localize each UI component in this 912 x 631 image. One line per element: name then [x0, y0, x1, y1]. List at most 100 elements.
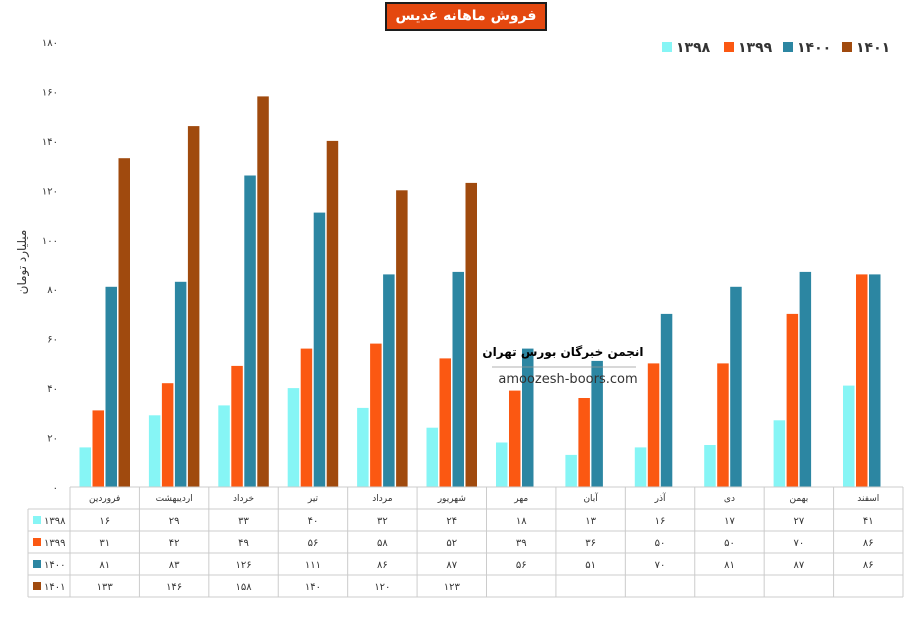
- bar: [717, 363, 729, 487]
- data-table: فروردین اردیبهشت خرداد تیر مرداد شهریور مهر آبا…: [27, 486, 904, 598]
- data-label: ۵۲: [446, 538, 457, 549]
- y-axis-label: میلیارد تومان: [15, 230, 30, 295]
- bar: [799, 271, 812, 487]
- data-label: ۸۶: [863, 538, 874, 549]
- data-label: ۳۲: [377, 516, 388, 527]
- y-tick-label: ۱۶۰: [42, 87, 58, 98]
- legend-label: ۱۴۰۱: [856, 40, 890, 56]
- table-series-name: ۱۴۰۱: [44, 582, 65, 593]
- bar: [591, 360, 603, 487]
- data-label: ۱۶: [99, 516, 110, 527]
- bar: [578, 398, 590, 487]
- x-tick-label: آذر: [654, 492, 666, 504]
- data-label: ۷۰: [794, 538, 805, 549]
- data-label: ۸۷: [446, 560, 457, 571]
- table-series-name: ۱۳۹۹: [44, 538, 65, 549]
- data-label: ۱۴۶: [166, 582, 182, 593]
- x-tick-label: مهر: [513, 494, 528, 504]
- bar: [313, 212, 326, 487]
- bar: [647, 363, 660, 487]
- bar: [174, 281, 187, 487]
- y-tick-label: ۴۰: [47, 384, 58, 395]
- data-label: ۲۹: [169, 516, 180, 527]
- y-tick-label: ۱۴۰: [42, 137, 58, 148]
- data-label: ۸۶: [863, 560, 874, 571]
- data-label: ۳۶: [585, 538, 596, 549]
- y-tick-labels: ۰ ۲۰ ۴۰ ۶۰ ۸۰ ۱۰۰ ۱۲۰ ۱۴۰ ۱۶۰ ۱۸۰: [42, 38, 58, 494]
- y-tick-label: ۲۰: [47, 434, 58, 445]
- bar: [357, 407, 369, 487]
- bar: [439, 358, 451, 487]
- data-label: ۲۴: [446, 516, 457, 527]
- bar: [257, 96, 269, 488]
- data-label: ۳۹: [516, 538, 527, 549]
- data-label: ۵۰: [655, 538, 666, 549]
- legend-label: ۱۴۰۰: [797, 40, 831, 56]
- data-label: ۱۲۳: [444, 582, 461, 593]
- bar: [396, 190, 408, 488]
- legend-label: ۱۳۹۸: [676, 40, 711, 56]
- x-tick-label: اردیبهشت: [156, 494, 193, 504]
- bar: [565, 454, 577, 487]
- data-label: ۴۱: [863, 516, 874, 527]
- table-legend-swatch: [33, 538, 41, 546]
- data-label: ۸۷: [794, 560, 805, 571]
- x-tick-label: خرداد: [233, 494, 254, 504]
- y-tick-label: ۱۲۰: [42, 186, 58, 197]
- bar: [370, 343, 382, 487]
- bar: [730, 286, 742, 488]
- legend-label: ۱۳۹۹: [738, 40, 773, 56]
- x-tick-label: مرداد: [372, 494, 392, 504]
- data-label: ۱۳: [585, 516, 596, 527]
- data-label: ۸۱: [724, 560, 735, 571]
- y-tick-label: ۱۸۰: [42, 38, 58, 49]
- y-tick-label: ۱۰۰: [42, 236, 58, 247]
- legend-swatch: [783, 42, 793, 52]
- table-legend-swatch: [33, 582, 41, 590]
- data-label: ۱۳۳: [97, 582, 114, 593]
- legend-swatch: [842, 42, 852, 52]
- bar: [465, 182, 477, 487]
- data-label: ۸۶: [377, 560, 388, 571]
- bar: [869, 274, 881, 487]
- chart-title: فروش ماهانه غدیس: [385, 2, 547, 31]
- x-tick-label: دی: [724, 494, 735, 504]
- x-tick-label: بهمن: [790, 494, 809, 504]
- bar: [522, 348, 534, 487]
- data-label: ۵۸: [377, 538, 388, 549]
- data-label: ۵۶: [516, 560, 527, 571]
- bar: [161, 383, 174, 487]
- data-label: ۸۱: [99, 560, 110, 571]
- bar: [231, 365, 243, 487]
- legend: ۱۳۹۸ ۱۳۹۹ ۱۴۰۰ ۱۴۰۱: [662, 40, 890, 56]
- watermark-line2: amoozesh-boors.com: [498, 372, 637, 387]
- data-label: ۱۷: [724, 516, 735, 527]
- data-label: ۷۰: [655, 560, 666, 571]
- bar: [244, 175, 256, 487]
- bar: [496, 442, 508, 487]
- table-legend-swatch: [33, 516, 41, 524]
- x-tick-label: شهریور: [437, 494, 466, 504]
- bar: [383, 274, 395, 487]
- bar: [786, 313, 799, 487]
- data-label: ۴۲: [169, 538, 180, 549]
- x-tick-label: فروردین: [89, 494, 120, 504]
- bar: [92, 410, 104, 487]
- x-tick-label: تیر: [307, 494, 319, 504]
- bar: [509, 390, 521, 487]
- x-tick-label: آبان: [583, 492, 598, 504]
- bar: [426, 427, 438, 487]
- data-label: ۱۲۶: [235, 560, 251, 571]
- bars: [79, 96, 881, 488]
- data-label: ۵۱: [585, 560, 596, 571]
- watermark: انجمن خبرگان بورس تهران amoozesh-boors.c…: [482, 345, 643, 387]
- data-label: ۵۰: [724, 538, 735, 549]
- table-legend-swatch: [33, 560, 41, 568]
- bar: [118, 158, 130, 487]
- data-label: ۴۹: [238, 538, 249, 549]
- bar: [773, 420, 786, 488]
- bar: [660, 313, 673, 487]
- bar: [452, 271, 464, 487]
- bar: [300, 348, 313, 487]
